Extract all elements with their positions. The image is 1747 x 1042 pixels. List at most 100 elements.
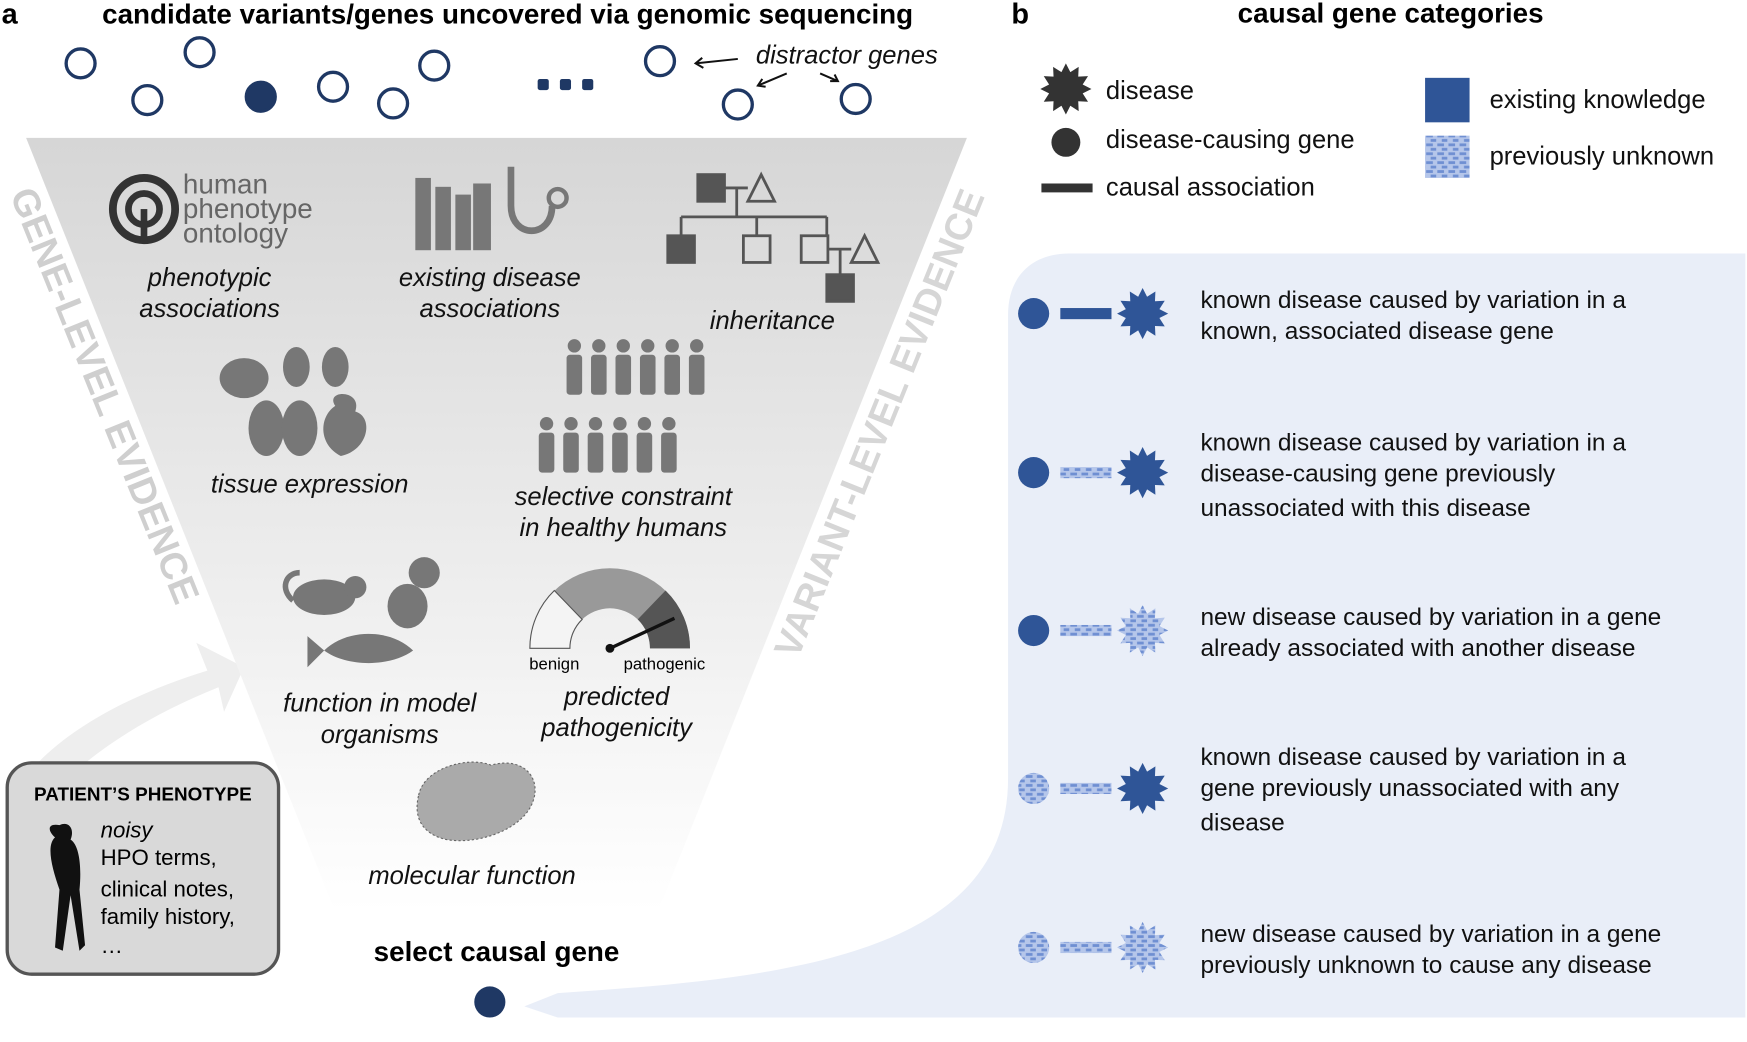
panel-label: b [1011, 0, 1029, 30]
category-text: known disease caused by variation in a [1200, 287, 1626, 314]
category-text: new disease caused by variation in a gen… [1200, 604, 1661, 631]
legend-label: disease [1106, 77, 1194, 105]
evidence-label: tissue expression [211, 471, 409, 499]
category-text: already associated with another disease [1200, 635, 1635, 662]
category-text: previously unknown to cause any disease [1200, 952, 1651, 979]
candidate-genes [64, 36, 872, 121]
person-body [639, 354, 656, 395]
category-text: disease [1200, 810, 1284, 837]
hpo-logo-text: human [183, 168, 268, 199]
gene-symbol [1018, 298, 1050, 330]
person-body [636, 432, 653, 473]
select-label: select causal gene [374, 936, 620, 967]
person-head [690, 339, 704, 353]
evidence-label: organisms [321, 721, 439, 749]
evidence-label: predicted [563, 683, 670, 711]
person-body [612, 432, 628, 473]
evidence-label: function in model [283, 690, 478, 718]
person-head [637, 417, 652, 431]
gauge-label: pathogenic [624, 654, 706, 673]
gauge [529, 568, 691, 653]
evidence-label: associations [420, 295, 561, 323]
patient-line: HPO terms, [101, 845, 217, 870]
evidence-label: molecular function [368, 862, 575, 890]
person-body [587, 432, 604, 473]
person-body [563, 432, 579, 473]
person-body [688, 354, 705, 395]
association-symbol [1060, 624, 1112, 637]
patient-title: PATIENT’S PHENOTYPE [34, 785, 252, 806]
gene-symbol [1018, 457, 1050, 489]
evidence-label: existing disease [399, 264, 581, 292]
person-head [592, 339, 606, 353]
person-body [661, 432, 677, 473]
disease-star [1117, 447, 1169, 499]
panel-title: candidate variants/genes uncovered via g… [102, 0, 913, 29]
panel-title: causal gene categories [1238, 0, 1544, 28]
causal-gene [474, 986, 506, 1018]
legend-label: disease-causing gene [1106, 126, 1355, 154]
person-body [538, 432, 555, 473]
person-body [591, 354, 607, 395]
categories: known disease caused by variation in a kn… [1018, 287, 1661, 979]
evidence-labels: phenotypic associations existing disease as… [139, 264, 835, 890]
gene-symbol [1018, 614, 1050, 647]
person-head [641, 339, 655, 353]
person-head [564, 417, 578, 431]
gene-symbol [1018, 931, 1050, 964]
icons [108, 166, 881, 456]
disease-star [1117, 762, 1169, 815]
person-body [664, 354, 681, 395]
category-text: gene previously unassociated with any [1200, 775, 1619, 802]
association-symbol [1060, 308, 1112, 320]
disease-star [1117, 921, 1169, 974]
person-head [616, 339, 630, 353]
disease-star [1117, 604, 1169, 657]
evidence-label: pathogenicity [540, 714, 694, 742]
evidence-label: associations [139, 295, 280, 323]
person-head [539, 417, 554, 431]
category-text: known disease caused by variation in a [1200, 744, 1626, 771]
patient-line: family history, [101, 904, 235, 929]
evidence-label: phenotypic [147, 264, 272, 292]
people-icon [538, 339, 705, 473]
patient-lines: noisy HPO terms, clinical notes, family his… [101, 817, 235, 958]
person-body [615, 354, 632, 395]
funnel [26, 137, 967, 912]
disease-star [1040, 63, 1092, 115]
association-symbol [1060, 782, 1112, 795]
person-head [567, 339, 582, 353]
patient-silhouette [49, 823, 86, 951]
patient-line: … [101, 933, 123, 958]
category-text: known disease caused by variation in a [1200, 429, 1626, 456]
gauge-label: benign [529, 654, 579, 673]
evidence-label: inheritance [710, 307, 835, 335]
person-head [588, 417, 603, 431]
person-head [662, 417, 676, 431]
patient-line: noisy [101, 817, 155, 842]
distractor-arrows [693, 57, 840, 88]
distractor-label: distractor genes [756, 41, 938, 69]
gene-symbol [1018, 772, 1050, 805]
panel-label: a [2, 0, 19, 30]
legend: disease disease-causing gene causal asso… [1040, 63, 1715, 202]
legend-label: existing knowledge [1490, 86, 1706, 114]
category-text: known, associated disease gene [1200, 318, 1553, 345]
patient-line: clinical notes, [101, 876, 234, 901]
hpo-logo-text: phenotype [183, 193, 313, 224]
evidence-label: selective constraint [515, 483, 733, 511]
legend-label: previously unknown [1490, 143, 1715, 171]
disease-star [1117, 288, 1169, 340]
person-head [613, 417, 627, 431]
person-body [566, 354, 583, 395]
person-head [665, 339, 679, 353]
category-text: new disease caused by variation in a gen… [1200, 921, 1661, 948]
association-symbol [1060, 941, 1112, 954]
evidence-label: in healthy humans [520, 514, 728, 542]
category-text: disease-causing gene previously [1200, 461, 1556, 488]
category-text: unassociated with this disease [1200, 495, 1530, 522]
association-symbol [1060, 467, 1112, 479]
patient-arrow [23, 642, 245, 779]
protein-icon [416, 761, 536, 842]
